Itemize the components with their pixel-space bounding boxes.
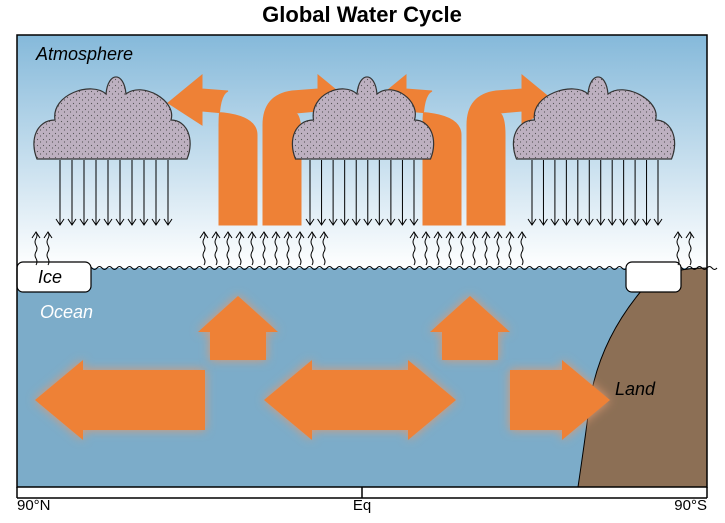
ice-block: [626, 262, 681, 292]
label-ice: Ice: [38, 267, 62, 287]
label-land: Land: [615, 379, 656, 399]
label-atmosphere: Atmosphere: [35, 44, 133, 64]
label-ocean: Ocean: [40, 302, 93, 322]
axis-label-left: 90°N: [17, 497, 51, 514]
diagram-title: Global Water Cycle: [262, 2, 462, 27]
axis-label-right: 90°S: [674, 497, 707, 514]
axis-label-center: Eq: [353, 497, 371, 514]
